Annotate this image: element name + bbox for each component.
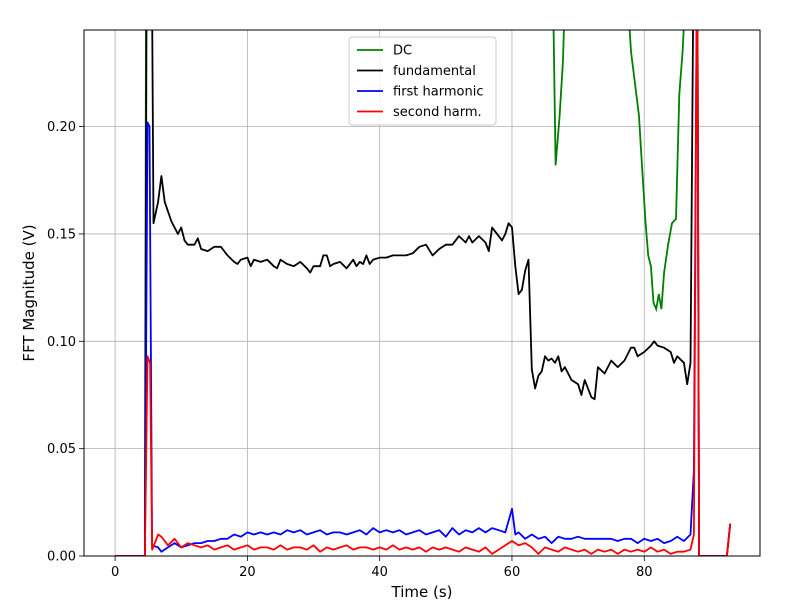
y-tick-label: 0.20 [47, 120, 76, 135]
series-line-dc [115, 30, 147, 556]
legend-label: DC [393, 44, 412, 59]
legend-box [348, 36, 497, 126]
legend-label: first harmonic [393, 85, 483, 100]
y-tick-label: 0.05 [47, 442, 76, 457]
series-line-first-harmonic [115, 30, 732, 556]
series-line-second-harm- [115, 30, 732, 556]
x-tick-label: 80 [636, 565, 653, 580]
x-tick-label: 40 [371, 565, 388, 580]
axis-ticks: 0 20 40 60 80 0.00 0.05 0.10 0.15 0.20 [47, 120, 652, 580]
y-tick-label: 0.00 [47, 550, 76, 565]
x-tick-label: 0 [111, 565, 119, 580]
y-axis-title: FFT Magnitude (V) [20, 224, 38, 361]
x-tick-label: 20 [239, 565, 256, 580]
legend: DC fundamental first harmonic second harm. [348, 36, 497, 126]
series-lines [115, 30, 732, 556]
plot-frame [83, 29, 761, 557]
x-axis-title: Time (s) [391, 583, 453, 600]
series-line-dc [628, 30, 685, 313]
x-tick-label: 60 [504, 565, 521, 580]
y-tick-label: 0.10 [47, 335, 76, 350]
series-line-fundamental [115, 30, 732, 556]
series-line-dc [552, 30, 565, 166]
legend-label: fundamental [393, 64, 476, 79]
y-tick-label: 0.15 [47, 227, 76, 242]
legend-label: second harm. [393, 105, 482, 120]
